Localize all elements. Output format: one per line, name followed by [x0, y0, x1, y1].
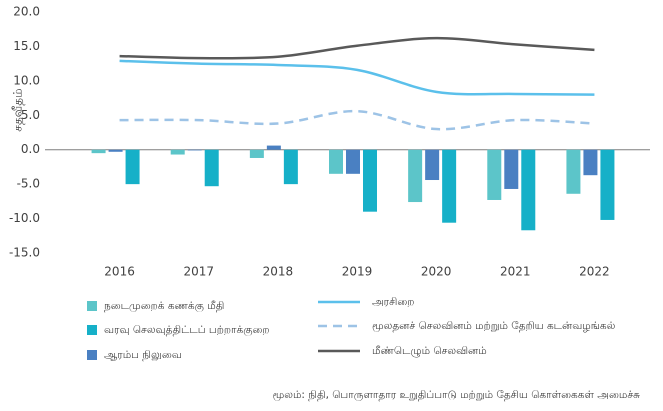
- line-series: [119, 109, 595, 131]
- x-tick-label: 2020: [421, 265, 452, 279]
- y-tick-label: -5.0: [17, 177, 40, 191]
- bar: [283, 149, 298, 185]
- line-series: [119, 59, 595, 96]
- bar: [583, 149, 598, 176]
- legend-label: அரசிறை: [372, 296, 414, 308]
- bar: [91, 149, 106, 154]
- bar: [266, 145, 281, 150]
- line-series: [119, 36, 595, 60]
- bar: [487, 149, 502, 200]
- legend-label: நடைமுறைக் கணக்கு மீதி: [104, 300, 225, 314]
- legend-swatch: [87, 325, 97, 335]
- source-note: மூலம்: நிதி, பொருளாதார உறுதிப்பாடு மற்று…: [273, 389, 641, 401]
- y-tick-label: 5.0: [21, 108, 40, 122]
- bar: [204, 149, 219, 187]
- y-tick-label: -15.0: [9, 246, 40, 260]
- legend-label: மீண்டெழும் செலவினம்: [372, 345, 487, 358]
- y-tick-label: 15.0: [13, 39, 40, 53]
- x-tick-label: 2016: [104, 265, 135, 279]
- legend-label: ஆரம்ப நிலுவை: [104, 349, 182, 361]
- legend-label: வரவு செலவுத்திட்டப் பற்றாக்குறை: [104, 324, 270, 338]
- bar: [521, 149, 536, 231]
- y-axis-label: சதவீதம்: [11, 88, 25, 131]
- bar: [408, 149, 423, 203]
- y-tick-label: 0.0: [21, 142, 40, 156]
- y-tick-label: 20.0: [13, 5, 40, 19]
- bar: [442, 149, 457, 223]
- x-tick-label: 2017: [183, 265, 214, 279]
- bar: [329, 149, 343, 174]
- x-tick-label: 2021: [500, 265, 531, 279]
- legend-swatch: [87, 301, 97, 311]
- bar: [125, 149, 140, 185]
- bar: [249, 149, 264, 158]
- y-tick-label: -10.0: [9, 211, 40, 225]
- bar: [346, 149, 360, 174]
- x-tick-label: 2019: [342, 265, 373, 279]
- bar: [504, 149, 519, 189]
- bar: [170, 149, 185, 155]
- legend-swatch: [87, 350, 97, 360]
- bar: [108, 149, 123, 152]
- x-tick-label: 2018: [263, 265, 294, 279]
- legend-label: மூலதனச் செலவினம் மற்றும் தேறிய கடன்வழங்க…: [372, 320, 616, 332]
- bar: [363, 149, 377, 212]
- bar: [566, 149, 581, 194]
- bar: [600, 149, 615, 220]
- x-tick-label: 2022: [579, 265, 610, 279]
- bar: [425, 149, 440, 181]
- bar: [187, 149, 202, 151]
- y-tick-label: 10.0: [13, 73, 40, 87]
